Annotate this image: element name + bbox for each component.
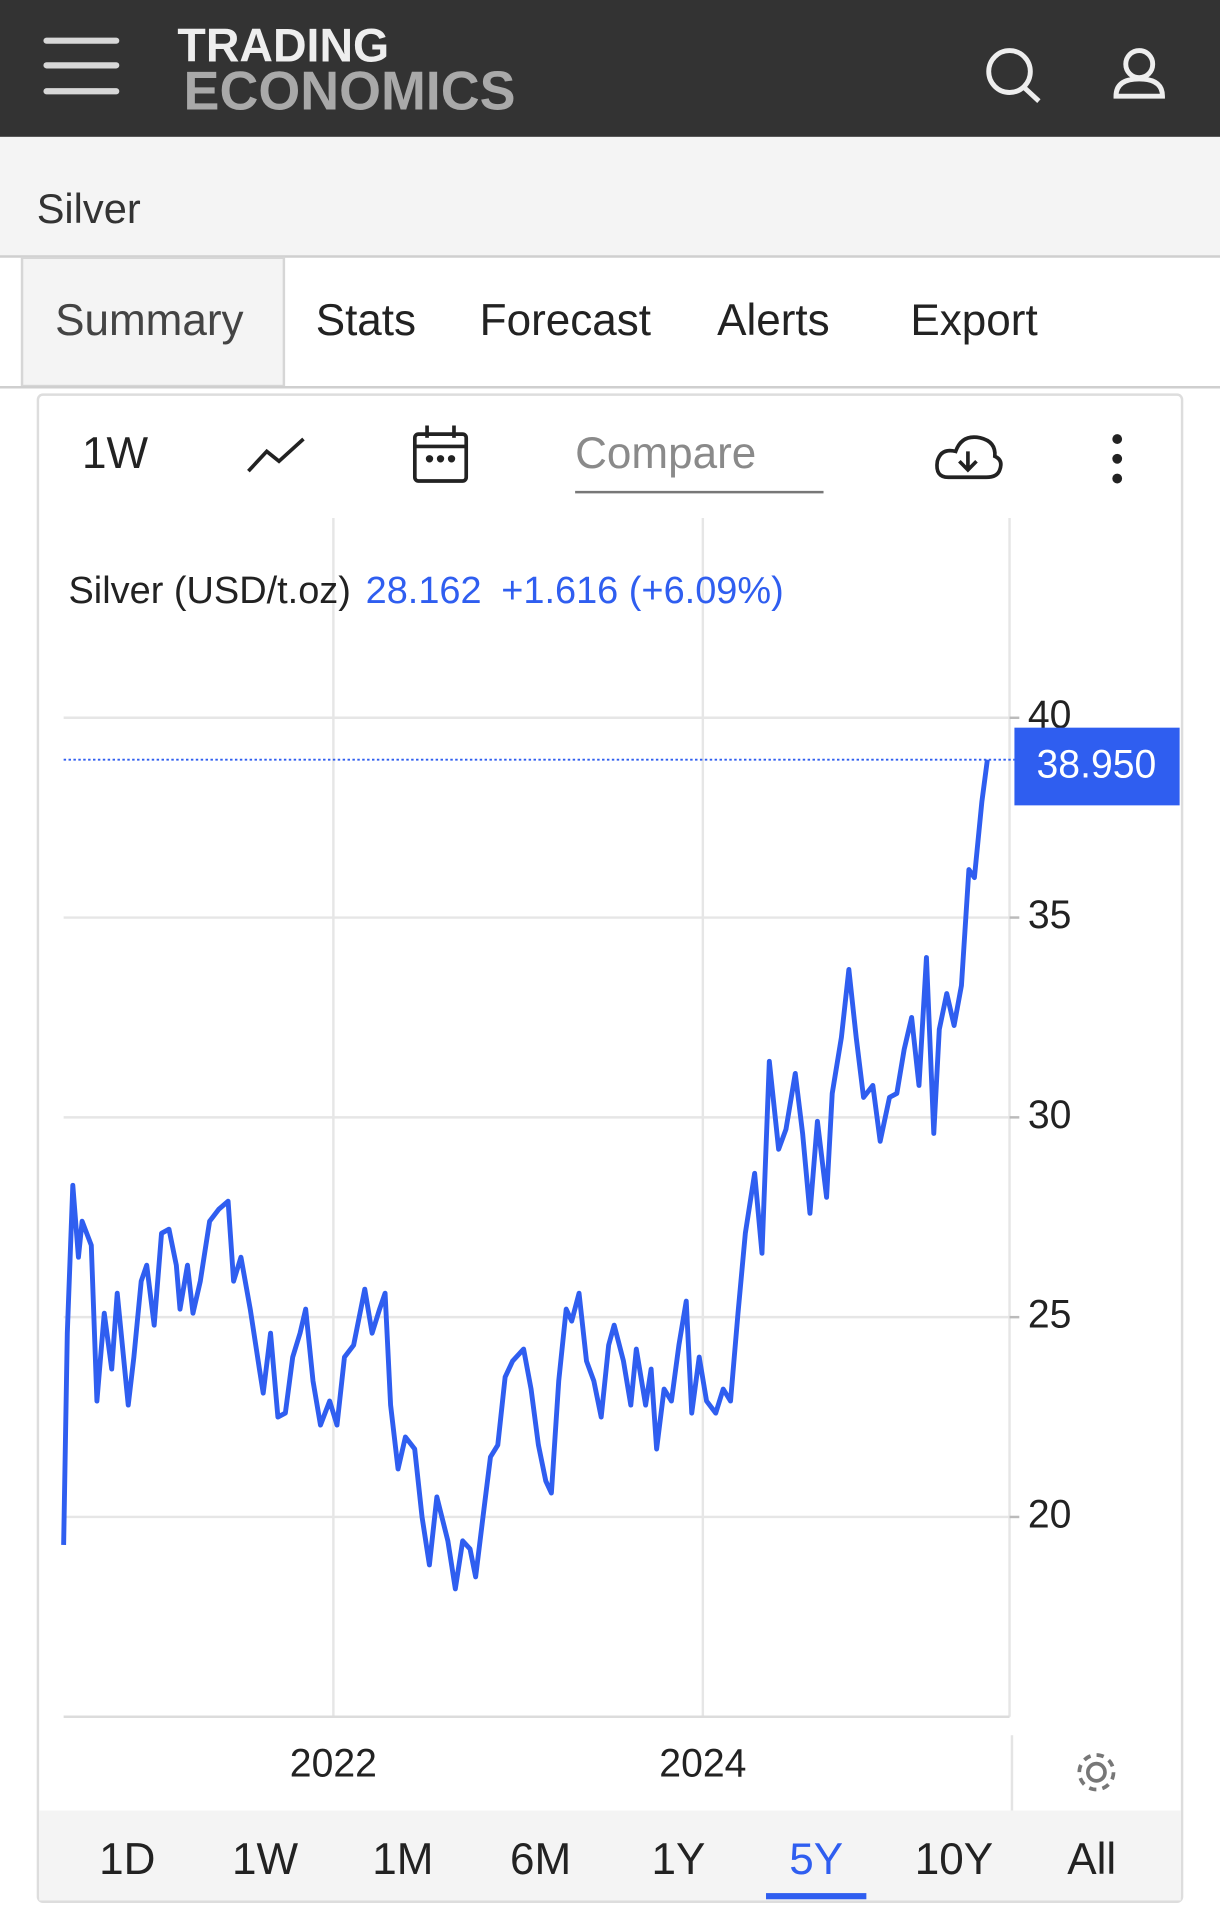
y-tick-label: 20	[1028, 1492, 1072, 1536]
range-button[interactable]: 1W	[232, 1835, 298, 1884]
y-tick-label: 35	[1028, 893, 1072, 937]
settings-button[interactable]	[1077, 1753, 1116, 1792]
range-button[interactable]: 6M	[510, 1835, 571, 1884]
search-button[interactable]	[986, 48, 1041, 103]
chart-type-button[interactable]	[247, 437, 305, 473]
period-button[interactable]: 1W	[82, 429, 148, 478]
range-bar	[39, 1810, 1181, 1901]
menu-button[interactable]	[43, 37, 120, 95]
chart-card	[36, 393, 1184, 1903]
current-price-label: 38.950	[1037, 742, 1157, 786]
brand-bottom[interactable]: ECONOMICS	[184, 61, 516, 121]
active-tab-bg	[20, 256, 286, 388]
calendar-button[interactable]	[412, 425, 469, 483]
tab[interactable]: Forecast	[480, 296, 651, 345]
price-line	[61, 759, 990, 1592]
tab[interactable]: Export	[910, 296, 1037, 345]
compare-input[interactable]: Compare	[575, 429, 756, 478]
download-button[interactable]	[935, 435, 1003, 480]
top-bar	[0, 0, 1220, 137]
page-title: Silver	[37, 185, 141, 232]
title-band	[0, 136, 1220, 257]
legend-text: Silver (USD/t.oz)	[69, 570, 351, 612]
range-button[interactable]: 1Y	[651, 1835, 705, 1884]
current-price-tag	[1014, 727, 1180, 806]
range-button[interactable]: 5Y	[789, 1835, 843, 1884]
range-active-underline	[766, 1893, 867, 1900]
x-tick-label: 2024	[659, 1741, 746, 1785]
tabs: Summary Stats Forecast Alerts Export	[20, 256, 1038, 388]
tab[interactable]: Stats	[316, 296, 416, 345]
range-button[interactable]: 1M	[372, 1835, 433, 1884]
legend-text: +1.616 (+6.09%)	[501, 570, 784, 612]
legend-info: Silver (USD/t.oz) 28.162 +1.616 (+6.09%)	[69, 570, 784, 612]
brand-top[interactable]: TRADING	[177, 20, 389, 72]
y-tick-label: 30	[1028, 1093, 1072, 1137]
x-tick-label: 2022	[290, 1741, 377, 1785]
tab[interactable]: Alerts	[717, 296, 830, 345]
range-button[interactable]: 1D	[99, 1835, 155, 1884]
legend-text: 28.162	[366, 570, 482, 612]
tab[interactable]: Summary	[55, 296, 244, 345]
more-button[interactable]	[1112, 434, 1123, 484]
range-button[interactable]: 10Y	[915, 1835, 993, 1884]
account-button[interactable]	[1113, 48, 1165, 99]
range-button[interactable]: All	[1067, 1835, 1116, 1884]
y-tick-label: 25	[1028, 1292, 1072, 1336]
ranges: 1D 1W 1M 6M 1Y 5Y 10Y All	[99, 1835, 1116, 1900]
